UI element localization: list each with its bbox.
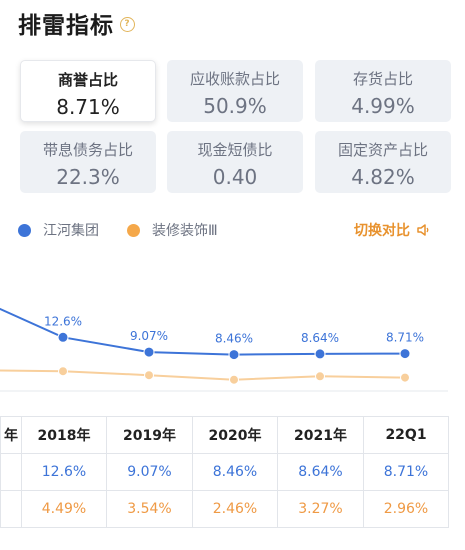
data-label: 8.64% (301, 331, 339, 345)
data-point[interactable] (400, 372, 410, 383)
line-chart: 12.6% 9.07% 8.46% 8.64% 8.71% (0, 307, 448, 392)
table-cell (0, 453, 22, 491)
legend-label-industry: 装修装饰Ⅲ (152, 223, 218, 239)
data-point[interactable] (144, 370, 154, 381)
table-cell: 2.46% (192, 490, 278, 528)
speaker-icon (417, 224, 429, 236)
metric-value: 8.71% (56, 95, 120, 119)
chart-legend: 江河集团 装修装饰Ⅲ (18, 220, 246, 240)
metric-card-fixed-assets[interactable]: 固定资产占比 4.82% (315, 131, 451, 193)
table-cell: 3.54% (106, 490, 193, 528)
data-label: 9.07% (130, 329, 168, 343)
legend-dot-industry (127, 223, 140, 237)
table-header-cell: 2019年 (106, 416, 193, 454)
table-cell: 2.96% (363, 490, 449, 528)
legend-item-company[interactable]: 江河集团 (18, 220, 99, 240)
table-header-cell: 2018年 (21, 416, 107, 454)
data-point[interactable] (315, 371, 325, 382)
metric-card-receivables[interactable]: 应收账款占比 50.9% (167, 60, 303, 122)
data-label: 8.71% (386, 331, 424, 345)
metric-value: 50.9% (203, 94, 267, 118)
legend-dot-company (18, 223, 31, 237)
data-point[interactable] (228, 349, 240, 361)
metric-label: 现金短债比 (197, 141, 273, 159)
data-point[interactable] (143, 346, 155, 358)
switch-compare-button[interactable]: 切换对比 (354, 220, 430, 240)
table-cell: 9.07% (106, 453, 193, 491)
table-header-cell: 2021年 (277, 416, 364, 454)
help-icon[interactable]: ? (120, 16, 135, 32)
metric-card-cash-short-debt[interactable]: 现金短债比 0.40 (167, 131, 303, 193)
metric-card-goodwill[interactable]: 商誉占比 8.71% (20, 60, 156, 122)
metric-label: 带息债务占比 (42, 141, 133, 159)
page-title: 排雷指标 ? (18, 6, 135, 40)
data-point[interactable] (229, 374, 239, 385)
data-table: 年 2018年 2019年 2020年 2021年 22Q1 12.6% 9.0… (0, 416, 449, 528)
series-line-0 (0, 307, 406, 356)
metric-value: 4.82% (351, 165, 415, 189)
table-header-cell: 年 (0, 416, 22, 454)
data-point[interactable] (57, 331, 69, 343)
table-cell: 3.27% (277, 490, 364, 528)
table-header-cell: 2020年 (192, 416, 278, 454)
metric-label: 应收账款占比 (189, 70, 280, 88)
table-cell: 8.64% (277, 453, 364, 491)
metric-card-interest-debt[interactable]: 带息债务占比 22.3% (20, 131, 156, 193)
data-label: 8.46% (215, 332, 253, 346)
legend-label-company: 江河集团 (43, 223, 99, 239)
table-header-row: 年 2018年 2019年 2020年 2021年 22Q1 (0, 416, 449, 454)
metric-label: 固定资产占比 (337, 141, 428, 159)
data-label: 12.6% (44, 314, 82, 328)
metric-label: 存货占比 (352, 70, 413, 88)
table-row: 4.49% 3.54% 2.46% 3.27% 2.96% (0, 490, 449, 528)
metric-card-inventory[interactable]: 存货占比 4.99% (315, 60, 451, 122)
data-point[interactable] (399, 348, 411, 360)
metric-value: 22.3% (56, 165, 120, 189)
data-point[interactable] (314, 348, 326, 360)
table-cell (0, 490, 22, 528)
series-line-1 (0, 369, 406, 381)
table-cell: 4.49% (21, 490, 107, 528)
switch-compare-label: 切换对比 (354, 223, 410, 239)
metric-label: 商誉占比 (57, 71, 118, 89)
data-point[interactable] (58, 366, 68, 377)
table-cell: 12.6% (21, 453, 107, 491)
metric-value: 0.40 (212, 165, 258, 189)
table-header-cell: 22Q1 (363, 416, 449, 454)
page-title-text: 排雷指标 (18, 13, 114, 39)
metric-value: 4.99% (351, 94, 415, 118)
table-cell: 8.46% (192, 453, 278, 491)
table-row: 12.6% 9.07% 8.46% 8.64% 8.71% (0, 453, 449, 491)
table-cell: 8.71% (363, 453, 449, 491)
legend-item-industry[interactable]: 装修装饰Ⅲ (127, 220, 218, 240)
